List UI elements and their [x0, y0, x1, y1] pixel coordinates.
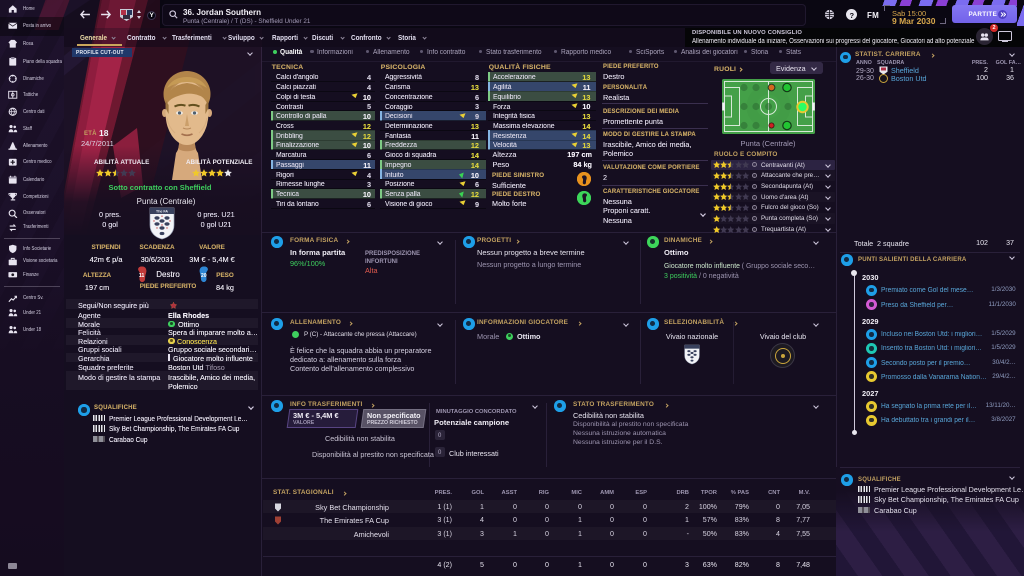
svg-text:The FA: The FA — [156, 210, 168, 214]
